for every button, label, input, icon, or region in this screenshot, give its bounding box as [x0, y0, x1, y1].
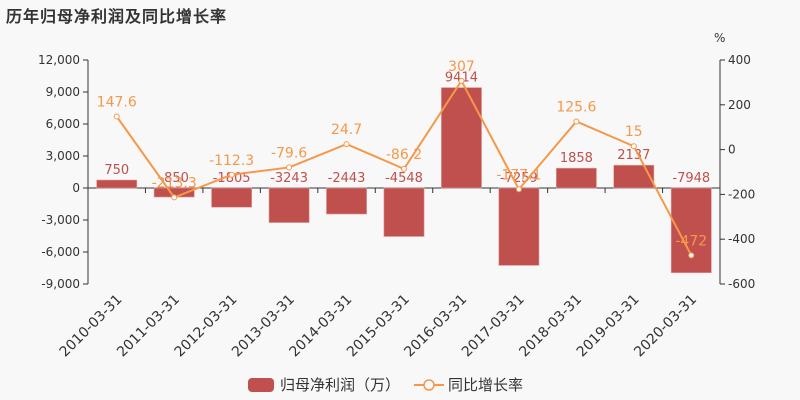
left-axis-tick: 3,000 — [46, 149, 80, 163]
line-value-label: -472 — [675, 233, 707, 249]
line-point[interactable] — [286, 164, 293, 171]
line-point[interactable] — [515, 186, 522, 193]
line-point[interactable] — [401, 165, 407, 172]
left-axis-tick: 0 — [72, 181, 80, 195]
bar-value-label: -7948 — [672, 171, 710, 186]
legend-bar-label: 归母净利润（万） — [280, 376, 401, 394]
line-point[interactable] — [343, 141, 350, 148]
line-value-label: -79.6 — [271, 145, 307, 161]
legend: 归母净利润（万） 同比增长率 — [248, 374, 537, 395]
line-point[interactable] — [573, 118, 580, 125]
bar-value-label: -850 — [159, 171, 189, 186]
right-axis-tick: -400 — [728, 232, 755, 246]
right-axis-tick: -200 — [728, 187, 755, 201]
line-value-label: 307 — [448, 59, 475, 75]
bar-value-label: 2137 — [617, 148, 650, 163]
line-point[interactable] — [688, 252, 695, 259]
bar[interactable] — [555, 167, 597, 189]
bar[interactable] — [326, 187, 367, 215]
line-value-label: 24.7 — [331, 122, 362, 138]
left-axis-tick: -9,000 — [41, 277, 80, 291]
line-value-label: -86.2 — [386, 147, 422, 163]
line-point[interactable] — [113, 113, 120, 120]
bar-value-label: -2443 — [328, 171, 366, 186]
line-marker-icon — [414, 378, 445, 391]
legend-line-label: 同比增长率 — [448, 376, 524, 394]
chart-title: 历年归母净利润及同比增长率 — [6, 7, 228, 26]
bar-swatch-icon — [248, 377, 274, 392]
bar[interactable] — [383, 187, 425, 237]
bar[interactable] — [613, 164, 655, 189]
left-axis-tick: 6,000 — [46, 117, 80, 131]
bar-value-label: -4548 — [385, 171, 423, 186]
right-axis-unit: % — [714, 31, 725, 45]
legend-item-bar[interactable]: 归母净利润（万） — [248, 374, 400, 395]
right-axis-tick: 400 — [728, 53, 751, 67]
line-value-label: -112.3 — [209, 153, 254, 169]
left-axis-tick: -6,000 — [41, 245, 80, 259]
line-point[interactable] — [171, 194, 178, 201]
line-point[interactable] — [228, 171, 235, 178]
right-axis-tick: 200 — [728, 98, 751, 112]
left-axis-tick: 9,000 — [46, 85, 80, 99]
bar-value-label: -3243 — [270, 171, 308, 186]
left-axis-tick: -3,000 — [41, 213, 80, 227]
legend-item-line[interactable]: 同比增长率 — [414, 374, 523, 395]
line-value-label: 125.6 — [556, 99, 596, 115]
line-value-label: 147.6 — [97, 95, 137, 111]
bar-value-label: -7259 — [500, 171, 538, 186]
bar[interactable] — [268, 187, 310, 223]
bar[interactable] — [211, 187, 253, 208]
right-axis-tick: 0 — [728, 143, 736, 157]
bar-value-label: 750 — [104, 163, 129, 178]
line-value-label: -213.3 — [152, 175, 197, 191]
left-axis-tick: 12,000 — [38, 53, 80, 67]
bar[interactable] — [498, 187, 540, 266]
right-axis-tick: -600 — [728, 277, 755, 291]
bar-value-label: -1805 — [213, 171, 251, 186]
line-point[interactable] — [458, 77, 465, 84]
line-point[interactable] — [630, 143, 637, 150]
line-value-label: 15 — [625, 124, 643, 140]
bar-value-label: 1858 — [560, 151, 593, 166]
line-value-label: -177.1 — [496, 167, 541, 183]
bar[interactable] — [96, 179, 138, 189]
